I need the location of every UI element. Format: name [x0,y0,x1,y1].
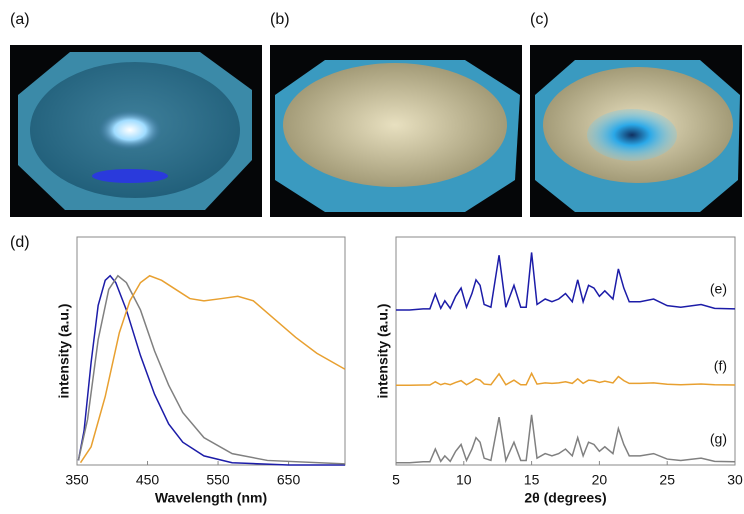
photo [270,45,522,217]
plot-frame [395,236,736,466]
data-line [396,414,736,464]
panel-label: (c) [530,11,549,28]
x-tick-label: 25 [659,472,675,488]
panel-label: (a) [10,11,30,28]
photo [10,45,262,217]
x-axis-label: Wavelength (nm) [155,490,267,506]
series-label: (f) [714,358,727,374]
data-line [79,274,346,464]
x-tick-label: 10 [456,472,472,488]
x-tick-label: 30 [727,472,743,488]
plot-frame [76,236,346,466]
x-tick-label: 450 [136,472,160,488]
panel-label: (d) [10,234,30,251]
x-tick-label: 15 [524,472,540,488]
data-line [396,252,736,311]
y-axis-label: intensity (a.u.) [375,304,391,399]
data-line [77,274,345,466]
photo [530,45,742,217]
data-line [396,371,736,386]
series-label: (e) [710,281,727,297]
x-tick-label: 650 [277,472,301,488]
x-tick-label: 5 [392,472,400,488]
data-line [77,274,346,465]
x-tick-label: 550 [206,472,230,488]
x-axis-label: 2θ (degrees) [524,490,606,506]
y-axis-label: intensity (a.u.) [56,304,72,399]
panel-label: (b) [270,11,290,28]
x-tick-label: 350 [65,472,89,488]
x-tick-label: 20 [592,472,608,488]
series-label: (g) [710,431,727,447]
